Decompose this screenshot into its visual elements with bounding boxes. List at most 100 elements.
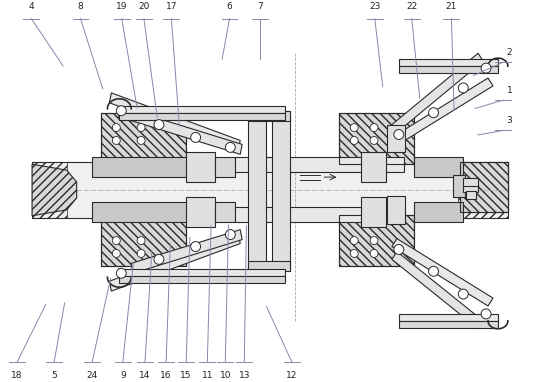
Text: 8: 8 (78, 2, 83, 11)
Circle shape (394, 244, 404, 254)
Bar (185, 152, 215, 182)
Bar (463, 178, 478, 186)
Circle shape (154, 120, 164, 129)
Text: 21: 21 (446, 2, 457, 11)
Polygon shape (109, 93, 240, 151)
Circle shape (112, 136, 120, 144)
Bar (461, 162, 508, 212)
Circle shape (370, 124, 378, 131)
Bar (399, 66, 498, 73)
Polygon shape (392, 53, 483, 133)
Circle shape (154, 254, 164, 264)
Bar (248, 116, 266, 269)
Text: 12: 12 (286, 371, 297, 380)
Text: 22: 22 (406, 2, 417, 11)
Text: 3: 3 (507, 117, 512, 125)
Bar (399, 314, 498, 321)
Text: 19: 19 (116, 2, 127, 11)
Bar (248, 111, 290, 121)
Text: 5: 5 (51, 371, 57, 380)
Text: 4: 4 (29, 2, 34, 11)
Bar (119, 106, 285, 113)
Bar (32, 162, 67, 218)
Circle shape (191, 241, 200, 251)
Bar (454, 175, 465, 197)
Bar (340, 113, 414, 164)
Circle shape (370, 236, 378, 244)
Circle shape (350, 124, 358, 131)
Text: 2: 2 (507, 48, 512, 57)
Bar (101, 113, 185, 164)
Polygon shape (392, 239, 493, 306)
Circle shape (350, 136, 358, 144)
Bar (414, 202, 463, 222)
Circle shape (191, 133, 200, 142)
Circle shape (481, 309, 491, 319)
Bar (101, 215, 185, 266)
Text: 13: 13 (239, 371, 250, 380)
Text: 6: 6 (227, 2, 232, 11)
Circle shape (112, 236, 120, 244)
Bar (101, 113, 185, 164)
Text: 14: 14 (139, 371, 151, 380)
Bar (458, 162, 508, 218)
Bar (248, 261, 290, 271)
Circle shape (137, 249, 145, 257)
Text: 15: 15 (181, 371, 192, 380)
Bar (119, 276, 285, 283)
Bar (215, 157, 235, 177)
Text: 16: 16 (160, 371, 172, 380)
Bar (119, 269, 285, 276)
Bar (92, 202, 191, 222)
Bar (399, 59, 498, 66)
Circle shape (350, 249, 358, 257)
Bar (361, 197, 386, 227)
Bar (235, 157, 404, 172)
Circle shape (137, 124, 145, 131)
Bar (340, 215, 414, 266)
Circle shape (112, 249, 120, 257)
Circle shape (137, 136, 145, 144)
Text: 23: 23 (369, 2, 381, 11)
Bar (461, 162, 508, 212)
Circle shape (429, 108, 439, 118)
Text: 11: 11 (201, 371, 213, 380)
Bar (414, 157, 463, 177)
Circle shape (370, 249, 378, 257)
Circle shape (225, 142, 235, 152)
Text: 20: 20 (138, 2, 150, 11)
Polygon shape (392, 78, 493, 146)
Circle shape (458, 83, 468, 93)
Text: 24: 24 (86, 371, 98, 380)
Text: 17: 17 (166, 2, 177, 11)
Bar (463, 184, 478, 192)
Bar (215, 202, 235, 222)
Text: 9: 9 (120, 371, 126, 380)
Circle shape (394, 129, 404, 139)
Text: 10: 10 (220, 371, 231, 380)
Bar (32, 162, 508, 218)
Bar (387, 196, 405, 224)
Bar (340, 215, 414, 266)
Polygon shape (392, 251, 483, 329)
Bar (387, 125, 405, 152)
Bar (399, 321, 498, 328)
Circle shape (429, 266, 439, 276)
Polygon shape (131, 111, 242, 154)
Text: 7: 7 (257, 2, 263, 11)
Polygon shape (109, 234, 240, 291)
Circle shape (112, 124, 120, 131)
Circle shape (350, 236, 358, 244)
Bar (235, 207, 404, 222)
Circle shape (137, 236, 145, 244)
Bar (101, 215, 185, 266)
Circle shape (225, 230, 235, 240)
Circle shape (116, 268, 126, 278)
Bar (466, 191, 476, 199)
Bar (272, 116, 290, 269)
Polygon shape (131, 230, 242, 273)
Bar (92, 157, 191, 177)
Text: 18: 18 (11, 371, 23, 380)
Circle shape (370, 136, 378, 144)
Polygon shape (32, 164, 77, 216)
